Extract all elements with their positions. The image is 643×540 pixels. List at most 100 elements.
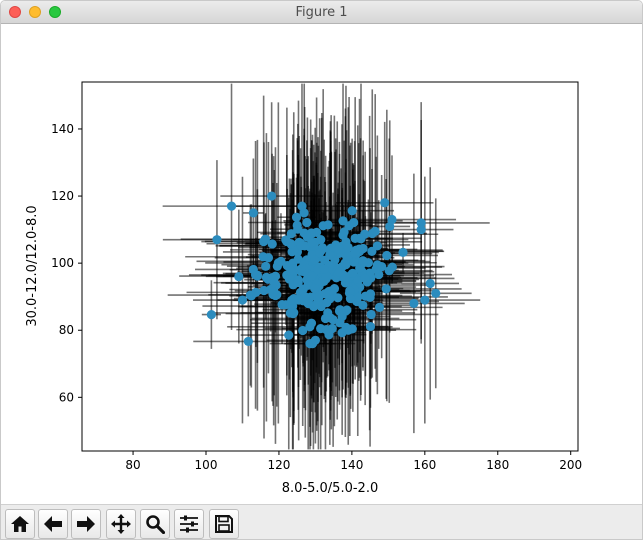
scatter-point (284, 330, 294, 340)
back-button[interactable] (38, 509, 68, 539)
scatter-point (343, 242, 353, 253)
scatter-point (315, 248, 325, 258)
scatter-point (409, 298, 419, 308)
scatter-point (342, 305, 352, 315)
scatter-point (226, 201, 237, 211)
y-tick-label: 100 (51, 256, 74, 270)
scatter-point (365, 321, 376, 332)
scatter-point (306, 228, 317, 238)
zoom-icon (146, 515, 165, 534)
scatter-point (382, 250, 392, 261)
scatter-point (294, 295, 304, 305)
zoom-button[interactable] (140, 509, 170, 539)
close-window-button[interactable] (9, 6, 21, 18)
scatter-point (237, 295, 248, 305)
scatter-point (420, 295, 430, 305)
navigation-toolbar (1, 504, 642, 539)
scatter-point (212, 235, 222, 245)
scatter-point (338, 230, 348, 240)
scatter-point (387, 262, 397, 272)
scatter-point (398, 247, 408, 258)
x-tick-label: 180 (486, 458, 509, 472)
pan-button[interactable] (106, 509, 136, 539)
figure-canvas[interactable]: 80 100 120 140 160 180 200 60 80 100 120 140 8.0-5… (1, 24, 642, 504)
scatter-point (267, 191, 277, 201)
y-tick-label: 120 (51, 189, 74, 203)
scatter-point (380, 198, 390, 208)
scatter-point (286, 229, 296, 239)
scatter-point (387, 214, 397, 225)
arrow-left-icon (44, 516, 62, 532)
home-button[interactable] (5, 509, 35, 539)
minimize-window-button[interactable] (29, 6, 41, 18)
scatter-point (310, 335, 321, 345)
scatter-point (329, 284, 340, 294)
y-tick-label: 60 (59, 390, 74, 404)
y-tick-label: 140 (51, 122, 74, 136)
y-axis-ticks: 60 80 100 120 140 (51, 122, 82, 404)
configure-subplots-button[interactable] (174, 509, 204, 539)
scatter-point (318, 221, 328, 231)
scatter-point (277, 300, 287, 310)
forward-button[interactable] (71, 509, 101, 539)
scatter-point (381, 284, 391, 294)
scatter-point (287, 295, 297, 305)
scatter-point (293, 277, 303, 288)
scatter-point (334, 267, 345, 277)
title-bar[interactable]: Figure 1 (1, 1, 642, 24)
scatter-point (260, 234, 270, 244)
scatter-point (307, 238, 317, 248)
scatter-point (261, 261, 271, 271)
scatter-point (333, 293, 343, 303)
scatter-point (377, 262, 387, 272)
zoom-window-button[interactable] (49, 6, 61, 18)
x-tick-label: 100 (195, 458, 218, 472)
x-axis-ticks: 80 100 120 140 160 180 200 (125, 451, 582, 472)
scatter-point (286, 239, 296, 249)
scatter-point (310, 255, 320, 265)
x-tick-label: 160 (413, 458, 436, 472)
scatter-point (298, 325, 308, 336)
scatter-point (349, 217, 359, 228)
scatter-point (258, 252, 268, 262)
scatter-point (356, 234, 366, 244)
sliders-icon (180, 515, 198, 533)
scatter-point (319, 264, 329, 274)
scatter-point (292, 220, 302, 230)
scatter-point (288, 309, 298, 319)
scatter-point (416, 218, 426, 228)
scatter-point (276, 256, 286, 266)
scatter-point (269, 278, 279, 288)
scatter-point (307, 271, 317, 281)
save-icon (215, 515, 233, 533)
scatter-point (385, 221, 395, 232)
scatter-point (353, 292, 363, 302)
scatter-point (366, 309, 376, 320)
scatter-point (372, 241, 382, 251)
arrow-right-icon (77, 516, 95, 532)
scatter-point (347, 206, 357, 216)
scatter-point (325, 250, 335, 260)
scatter-point (248, 208, 258, 218)
window-title: Figure 1 (295, 5, 348, 20)
scatter-point (431, 288, 441, 298)
x-tick-label: 140 (340, 458, 363, 472)
scatter-point (321, 325, 331, 335)
scatter-point (243, 336, 253, 347)
scatter-point (374, 302, 385, 312)
scatter-point (343, 325, 353, 335)
scatter-point (416, 225, 426, 235)
scatter-points (206, 191, 441, 349)
save-button[interactable] (209, 509, 239, 539)
scatter-point (358, 256, 369, 267)
scatter-point (370, 226, 380, 237)
scatter-point (360, 273, 370, 284)
scatter-point (358, 300, 368, 310)
home-icon (11, 516, 29, 532)
scatter-point (266, 284, 276, 295)
scatter-point (206, 309, 216, 320)
scatter-point (302, 217, 312, 228)
scatter-point (286, 266, 296, 276)
scatter-point (350, 248, 360, 258)
